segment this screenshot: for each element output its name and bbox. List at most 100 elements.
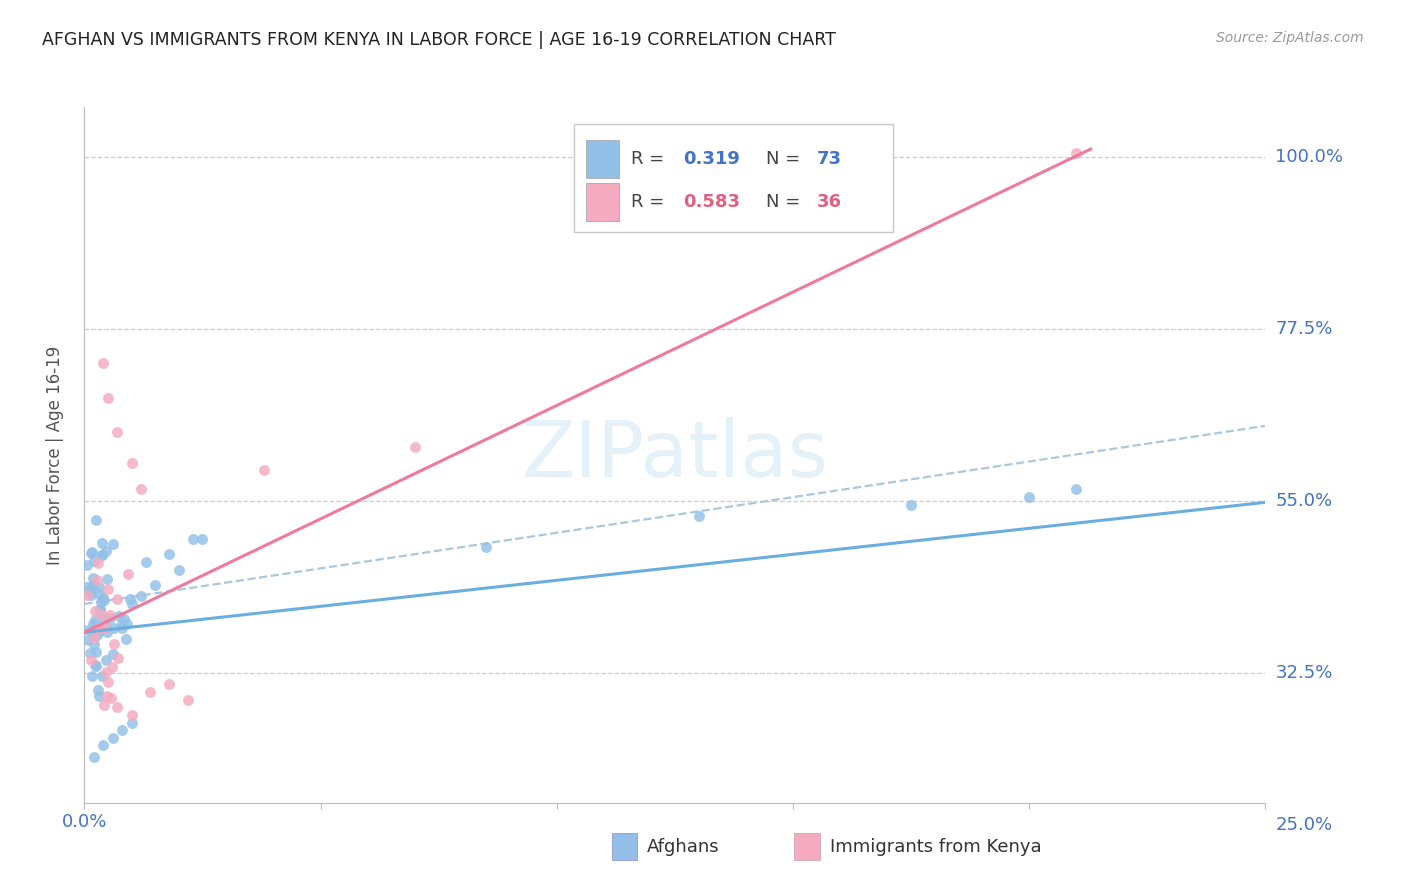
Point [90,594,112,608]
Point [84,613,107,627]
Point [404,440,426,454]
Point [107,700,129,714]
Point [108,609,131,624]
Point [76,580,98,594]
Point [86,628,108,642]
Point [135,555,157,569]
Point [80,545,103,559]
Point [84,658,107,673]
Point [1018,490,1040,504]
Point [82,577,104,591]
Point [82,571,104,585]
Point [111,723,134,738]
Point [96,572,118,586]
Point [111,622,134,636]
Point [84,513,107,527]
Point [97,391,120,405]
Point [82,616,104,631]
Point [93,698,115,712]
Text: 77.5%: 77.5% [1275,319,1333,338]
Point [91,739,114,753]
Point [83,621,105,635]
Point [87,689,110,703]
Point [91,591,114,605]
Point [84,658,107,673]
Point [129,590,152,604]
Point [97,675,120,690]
Point [91,536,114,550]
Point [167,563,190,577]
Point [89,602,111,616]
Point [86,573,108,587]
Point [76,589,98,603]
Point [94,665,117,679]
Point [1066,483,1088,497]
Point [93,612,115,626]
Text: Source: ZipAtlas.com: Source: ZipAtlas.com [1216,31,1364,45]
Text: Immigrants from Kenya: Immigrants from Kenya [830,838,1042,855]
Point [76,623,98,637]
Bar [586,140,620,178]
Point [103,621,125,635]
Point [107,651,129,665]
Text: 0.583: 0.583 [683,193,740,211]
Point [89,580,111,594]
Point [96,582,118,596]
Point [103,648,125,662]
Text: 100.0%: 100.0% [1275,148,1343,166]
Point [111,617,134,632]
Point [83,632,105,646]
Point [117,616,139,631]
Text: R =: R = [631,150,671,168]
Point [900,498,922,512]
Point [77,585,100,599]
Point [87,556,110,570]
Point [253,463,276,477]
Point [157,677,180,691]
Point [121,456,143,470]
Point [101,659,124,673]
Point [121,715,143,730]
Point [475,540,498,554]
Text: Afghans: Afghans [647,838,720,855]
Point [76,558,98,573]
Text: 55.0%: 55.0% [1275,491,1333,510]
Point [157,547,180,561]
Point [121,707,143,722]
Point [89,621,111,635]
Point [84,645,107,659]
Text: N =: N = [766,193,806,211]
Point [100,691,122,706]
Point [94,653,117,667]
Point [91,669,114,683]
Point [1066,145,1088,160]
Point [120,592,142,607]
Point [80,588,103,602]
Point [87,624,110,638]
Point [87,622,110,636]
Point [96,624,118,639]
Point [177,692,200,706]
Point [191,532,214,546]
Text: R =: R = [631,193,671,211]
Point [94,621,117,635]
Point [100,611,122,625]
Point [87,683,110,698]
Text: AFGHAN VS IMMIGRANTS FROM KENYA IN LABOR FORCE | AGE 16-19 CORRELATION CHART: AFGHAN VS IMMIGRANTS FROM KENYA IN LABOR… [42,31,837,49]
Point [93,592,115,607]
Point [94,544,117,558]
Y-axis label: In Labor Force | Age 16-19: In Labor Force | Age 16-19 [45,345,63,565]
Point [101,731,124,745]
Text: 0.319: 0.319 [683,150,740,168]
Point [114,632,136,647]
Bar [586,183,620,221]
FancyBboxPatch shape [575,124,893,232]
Point [91,548,114,562]
Point [80,545,103,559]
Point [139,685,162,699]
Point [90,549,112,563]
Point [79,646,101,660]
Point [80,669,103,683]
Point [98,608,121,623]
Point [83,750,105,764]
